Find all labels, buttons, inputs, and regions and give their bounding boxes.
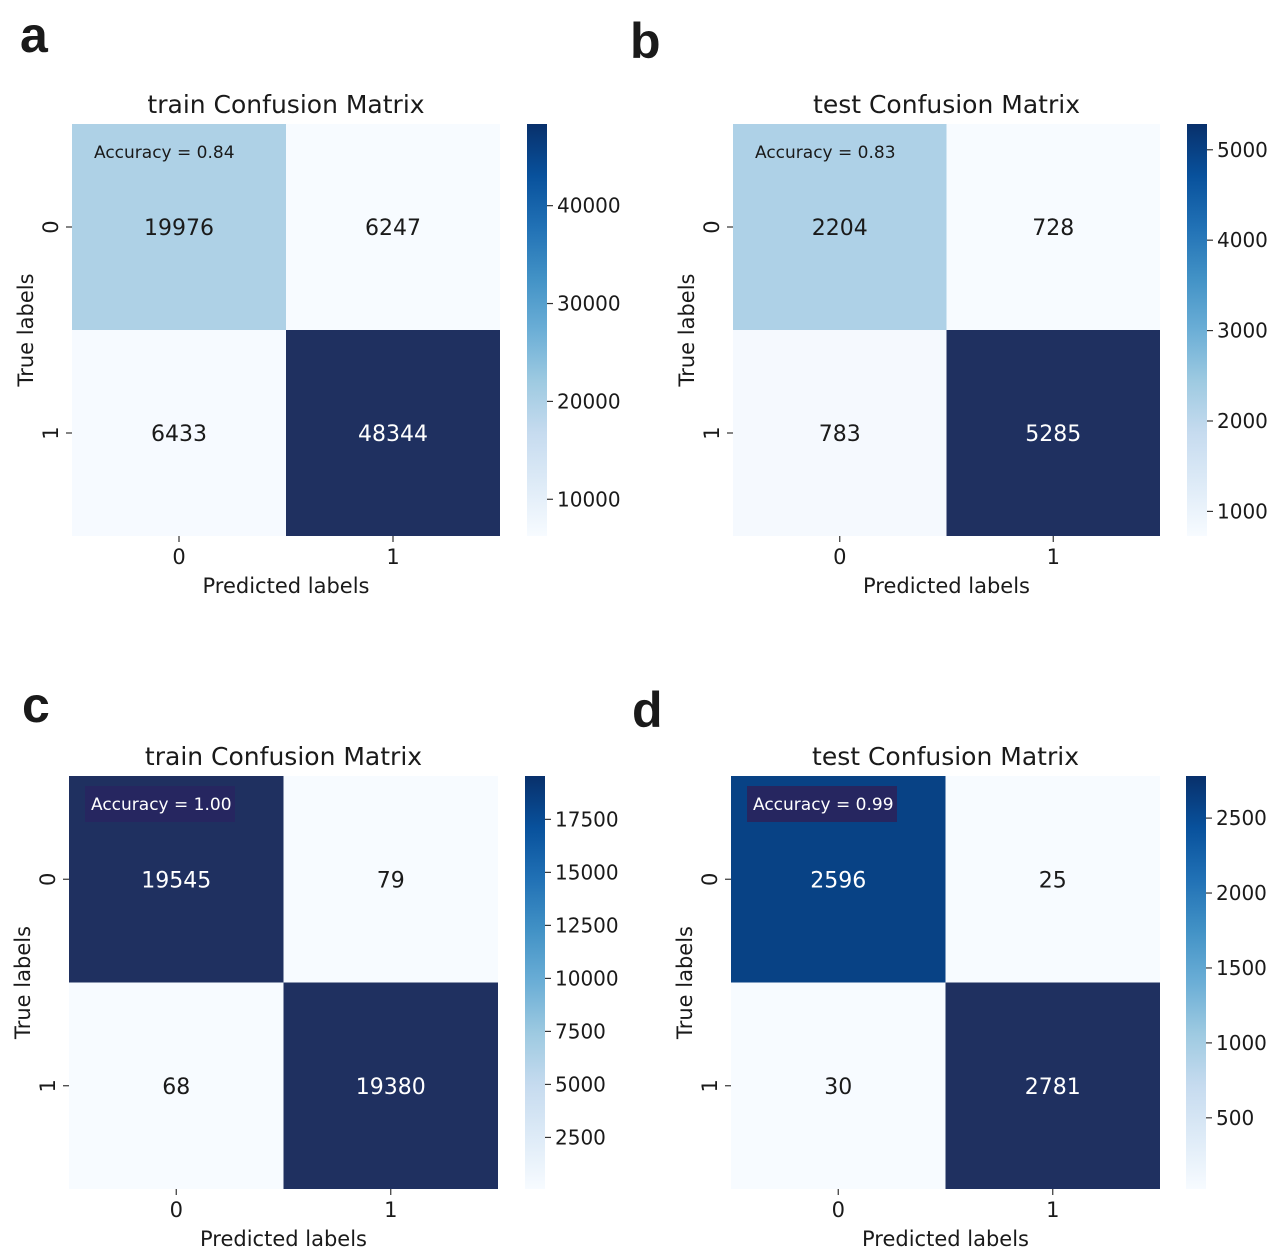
colorbar	[525, 776, 545, 1189]
x-tick-label: 1	[386, 545, 399, 569]
colorbar-tick-label: 2000	[1217, 409, 1268, 433]
colorbar	[1186, 776, 1206, 1189]
colorbar-tick-label: 1000	[1216, 1031, 1267, 1055]
x-tick-label: 0	[833, 545, 846, 569]
accuracy-annotation: Accuracy = 1.00	[91, 795, 232, 815]
cell-value-0-0: 2204	[812, 216, 868, 241]
cell-value-1-0: 30	[824, 1075, 852, 1100]
accuracy-box	[747, 786, 897, 822]
cell-value-1-0: 783	[819, 422, 861, 447]
panel-letter: b	[630, 13, 661, 69]
x-axis-label: Predicted labels	[203, 574, 370, 598]
y-axis-label: True labels	[675, 273, 699, 387]
x-axis-label: Predicted labels	[200, 1227, 367, 1250]
cell-value-1-0: 6433	[151, 422, 207, 447]
matrix-cell-1-1	[286, 330, 500, 536]
x-tick-label: 1	[384, 1198, 397, 1222]
colorbar-tick-label: 2000	[1216, 881, 1267, 905]
matrix-cell-1-0	[69, 982, 284, 1189]
colorbar-tick-label: 500	[1216, 1106, 1254, 1130]
y-tick-label: 1	[700, 426, 724, 439]
cell-value-0-1: 25	[1039, 868, 1067, 893]
colorbar-tick-label: 4000	[1217, 228, 1268, 252]
matrix-cell-0-1	[946, 124, 1160, 330]
colorbar-tick-label: 2500	[555, 1125, 606, 1149]
y-tick-label: 1	[36, 1079, 60, 1092]
y-axis-label: True labels	[11, 926, 35, 1040]
accuracy-annotation: Accuracy = 0.99	[753, 795, 894, 815]
panel-b: b test Confusion Matrix 2204 728 783 5285 Accu…	[630, 13, 1268, 598]
accuracy-annotation: Accuracy = 0.84	[94, 143, 235, 163]
y-tick-label: 0	[39, 220, 63, 233]
x-tick-label: 0	[832, 1198, 845, 1222]
colorbar	[527, 124, 547, 536]
matrix-cell-0-0	[733, 124, 947, 330]
panel-letter: c	[22, 677, 50, 733]
colorbar-tick-label: 1500	[1216, 956, 1267, 980]
colorbar-tick-label: 17500	[555, 807, 619, 831]
chart-title: train Confusion Matrix	[145, 742, 422, 771]
matrix-cell-0-1	[283, 776, 498, 983]
colorbar-tick-label: 40000	[557, 194, 621, 218]
y-tick-label: 0	[698, 873, 722, 886]
cell-value-0-0: 19545	[141, 868, 211, 893]
y-tick-label: 0	[36, 873, 60, 886]
y-axis-label: True labels	[14, 273, 38, 387]
cell-value-1-1: 5285	[1025, 422, 1081, 447]
y-tick-label: 0	[700, 220, 724, 233]
cell-value-1-1: 19380	[356, 1075, 426, 1100]
x-tick-label: 0	[172, 545, 185, 569]
matrix-cell-1-1	[283, 982, 498, 1189]
matrix-cell-1-1	[945, 982, 1160, 1189]
colorbar-tick-label: 7500	[555, 1019, 606, 1043]
colorbar-tick-label: 15000	[555, 860, 619, 884]
y-tick-label: 1	[698, 1079, 722, 1092]
cell-value-0-1: 79	[377, 868, 405, 893]
colorbar-tick-label: 3000	[1217, 319, 1268, 343]
x-tick-label: 0	[170, 1198, 183, 1222]
colorbar-tick-label: 1000	[1217, 499, 1268, 523]
chart-title: train Confusion Matrix	[147, 90, 424, 119]
panel-a: a train Confusion Matrix 19976 6247 6433 4834…	[14, 7, 621, 598]
colorbar-tick-label: 5000	[555, 1072, 606, 1096]
colorbar-tick-label: 12500	[555, 913, 619, 937]
panel-letter: d	[632, 682, 663, 738]
colorbar-tick-label: 5000	[1217, 138, 1268, 162]
cell-value-0-1: 6247	[365, 216, 421, 241]
accuracy-annotation: Accuracy = 0.83	[755, 143, 896, 163]
matrix-cell-1-0	[72, 330, 286, 536]
matrix-cell-0-1	[945, 776, 1160, 983]
colorbar	[1187, 124, 1207, 536]
matrix-cell-1-0	[731, 982, 946, 1189]
cell-value-1-1: 2781	[1025, 1075, 1081, 1100]
y-axis-label: True labels	[673, 926, 697, 1040]
cell-value-1-0: 68	[162, 1075, 190, 1100]
x-axis-label: Predicted labels	[863, 574, 1030, 598]
accuracy-box	[85, 786, 235, 822]
chart-title: test Confusion Matrix	[813, 90, 1080, 119]
cell-value-0-0: 19976	[144, 216, 214, 241]
colorbar-tick-label: 2500	[1216, 806, 1267, 830]
cell-value-1-1: 48344	[358, 422, 428, 447]
colorbar-tick-label: 10000	[555, 966, 619, 990]
panel-d: d test Confusion Matrix 2596 25 30 2781 Accura…	[632, 682, 1267, 1250]
matrix-cell-0-1	[286, 124, 500, 330]
panel-letter: a	[20, 7, 49, 63]
x-axis-label: Predicted labels	[862, 1227, 1029, 1250]
colorbar-tick-label: 10000	[557, 487, 621, 511]
matrix-cell-1-1	[946, 330, 1160, 536]
cell-value-0-0: 2596	[810, 868, 866, 893]
matrix-cell-0-0	[72, 124, 286, 330]
x-tick-label: 1	[1046, 1198, 1059, 1222]
y-tick-label: 1	[39, 426, 63, 439]
x-tick-label: 1	[1047, 545, 1060, 569]
chart-title: test Confusion Matrix	[812, 742, 1079, 771]
cell-value-0-1: 728	[1032, 216, 1074, 241]
matrix-cell-1-0	[733, 330, 947, 536]
colorbar-tick-label: 30000	[557, 292, 621, 316]
panel-c: c train Confusion Matrix 19545 79 68 19380 Acc…	[11, 677, 619, 1250]
colorbar-tick-label: 20000	[557, 389, 621, 413]
